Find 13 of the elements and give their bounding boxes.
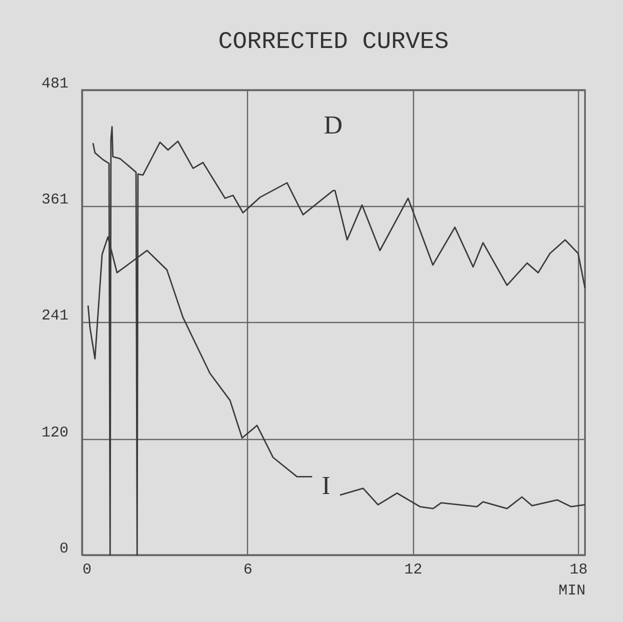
y-tick-label: 0 [59,540,68,558]
y-tick-label: 120 [41,424,68,442]
y-tick-label: 361 [41,192,68,209]
x-tick-label: 0 [82,562,92,578]
x-tick-label: 6 [243,562,252,578]
y-tick-label: 481 [41,76,68,92]
chart-title: CORRECTED CURVES [218,29,449,56]
x-axis-title: MIN [558,582,586,600]
x-tick-label: 12 [404,562,422,578]
series-label: I [322,470,330,500]
series-label: D [324,110,342,140]
x-tick-label: 18 [570,562,588,578]
y-tick-label: 241 [41,308,68,325]
